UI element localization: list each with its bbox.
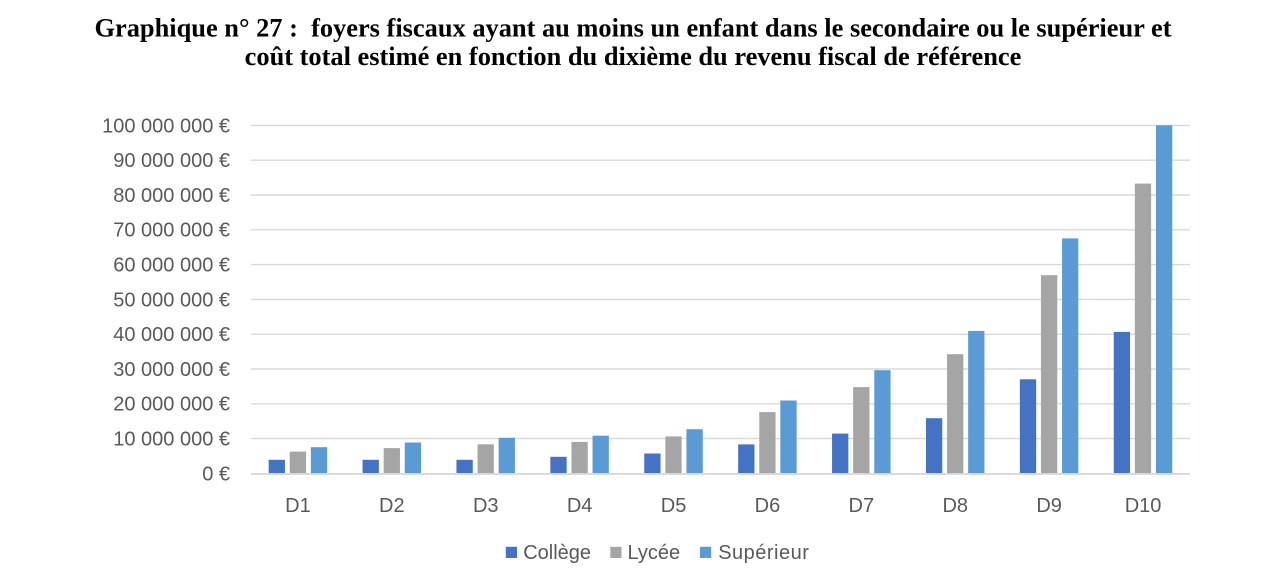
svg-text:D2: D2: [379, 495, 405, 517]
svg-text:90 000 000 €: 90 000 000 €: [113, 150, 230, 172]
svg-text:D7: D7: [849, 495, 875, 517]
svg-text:Graphique n° 27 : foyers fisc: Graphique n° 27 : foyers fiscaux ayant a…: [94, 13, 1171, 43]
svg-text:D10: D10: [1125, 495, 1162, 517]
svg-text:100 000 000 €: 100 000 000 €: [102, 115, 230, 137]
svg-text:Supérieur: Supérieur: [718, 542, 809, 564]
svg-text:D5: D5: [661, 495, 687, 517]
svg-text:30 000 000 €: 30 000 000 €: [113, 359, 230, 381]
svg-text:Lycée: Lycée: [628, 542, 681, 564]
svg-text:D6: D6: [755, 495, 781, 517]
svg-text:D1: D1: [285, 495, 311, 517]
svg-text:80 000 000 €: 80 000 000 €: [113, 185, 230, 207]
svg-text:D8: D8: [942, 495, 968, 517]
svg-text:coût total estimé en fonction: coût total estimé en fonction du dixième…: [245, 41, 1022, 71]
svg-text:D9: D9: [1036, 495, 1062, 517]
svg-text:0 €: 0 €: [202, 463, 230, 485]
svg-text:10 000 000 €: 10 000 000 €: [113, 429, 230, 451]
svg-text:Collège: Collège: [523, 542, 591, 564]
svg-text:50 000 000 €: 50 000 000 €: [113, 289, 230, 311]
svg-text:20 000 000 €: 20 000 000 €: [113, 394, 230, 416]
svg-text:D4: D4: [567, 495, 593, 517]
svg-text:70 000 000 €: 70 000 000 €: [113, 220, 230, 242]
svg-text:40 000 000 €: 40 000 000 €: [113, 324, 230, 346]
svg-text:D3: D3: [473, 495, 499, 517]
svg-text:60 000 000 €: 60 000 000 €: [113, 255, 230, 277]
